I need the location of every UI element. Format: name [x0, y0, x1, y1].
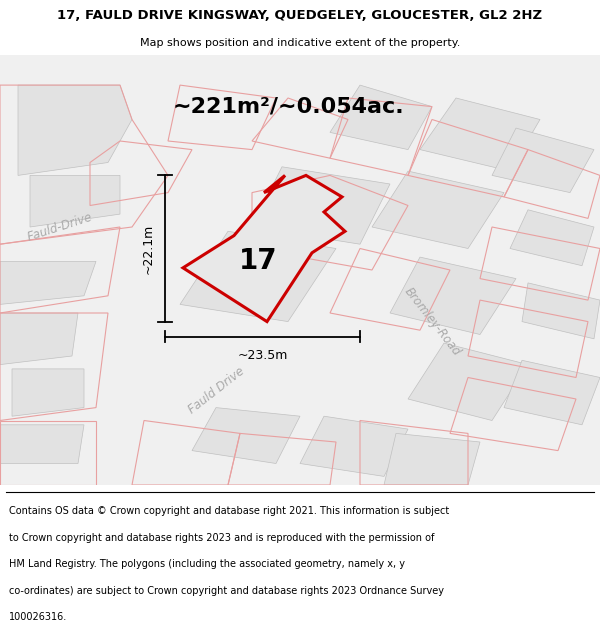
Polygon shape [18, 85, 132, 176]
Polygon shape [12, 369, 84, 416]
Text: to Crown copyright and database rights 2023 and is reproduced with the permissio: to Crown copyright and database rights 2… [9, 532, 434, 542]
Text: co-ordinates) are subject to Crown copyright and database rights 2023 Ordnance S: co-ordinates) are subject to Crown copyr… [9, 586, 444, 596]
Polygon shape [492, 128, 594, 192]
Polygon shape [330, 85, 432, 149]
Text: 17, FAULD DRIVE KINGSWAY, QUEDGELEY, GLOUCESTER, GL2 2HZ: 17, FAULD DRIVE KINGSWAY, QUEDGELEY, GLO… [58, 9, 542, 22]
Polygon shape [420, 98, 540, 171]
Text: ~23.5m: ~23.5m [238, 349, 287, 362]
Polygon shape [408, 343, 528, 421]
Polygon shape [510, 210, 594, 266]
Polygon shape [30, 176, 120, 227]
Polygon shape [183, 176, 345, 322]
Polygon shape [0, 425, 84, 464]
Text: 100026316.: 100026316. [9, 612, 67, 622]
Polygon shape [372, 171, 504, 249]
Text: Fauld Drive: Fauld Drive [185, 364, 247, 416]
Polygon shape [180, 231, 336, 322]
Polygon shape [504, 360, 600, 425]
Text: ~22.1m: ~22.1m [141, 223, 154, 274]
Polygon shape [192, 408, 300, 464]
Text: Contains OS data © Crown copyright and database right 2021. This information is : Contains OS data © Crown copyright and d… [9, 506, 449, 516]
Text: Map shows position and indicative extent of the property.: Map shows position and indicative extent… [140, 38, 460, 48]
Polygon shape [0, 313, 78, 364]
Text: ~221m²/~0.054ac.: ~221m²/~0.054ac. [172, 97, 404, 117]
Polygon shape [0, 261, 96, 304]
Text: HM Land Registry. The polygons (including the associated geometry, namely x, y: HM Land Registry. The polygons (includin… [9, 559, 405, 569]
Text: Bromley-Road: Bromley-Road [401, 285, 463, 358]
Polygon shape [252, 167, 390, 244]
Text: 17: 17 [239, 248, 277, 276]
Polygon shape [384, 433, 480, 485]
Polygon shape [522, 283, 600, 339]
Polygon shape [300, 416, 408, 476]
Text: Fauld-Drive: Fauld-Drive [26, 211, 94, 244]
Polygon shape [390, 257, 516, 334]
